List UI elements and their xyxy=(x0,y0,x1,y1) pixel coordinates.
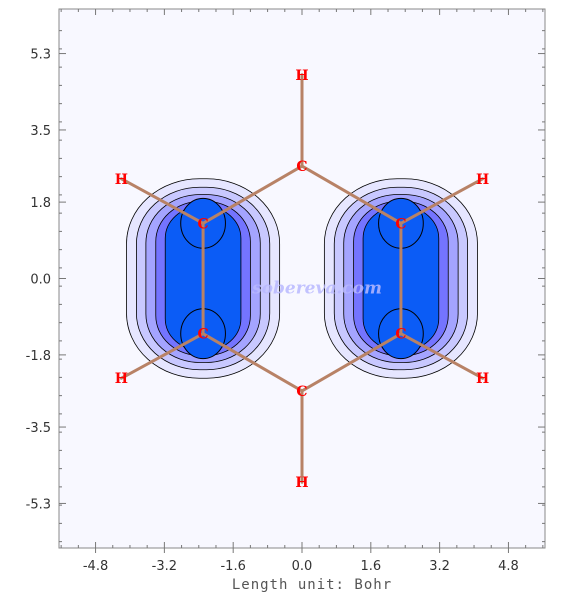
x-axis-label: Length unit: Bohr xyxy=(232,577,392,593)
atom-label-c: C xyxy=(198,327,209,343)
bond-6 xyxy=(300,164,403,225)
atom-label-c: C xyxy=(395,327,406,343)
x-tick-label: 4.8 xyxy=(498,559,519,574)
y-axis: 5.3 3.5 1.8 0.0 -1.8 -3.5 -5.3 xyxy=(26,30,545,543)
x-axis: -4.8 -3.2 -1.6 0.0 1.6 3.2 4.8 xyxy=(60,9,544,574)
y-tick-label: -3.5 xyxy=(26,421,51,436)
x-tick-label: 1.6 xyxy=(360,559,381,574)
atom-label-h: H xyxy=(476,172,489,188)
atom-labels: C C C C C C H H H H H H xyxy=(115,68,490,491)
x-tick-label: -1.6 xyxy=(220,559,245,574)
atom-label-h: H xyxy=(115,371,128,387)
y-tick-label: 5.3 xyxy=(30,48,51,63)
atom-label-h: H xyxy=(295,475,308,491)
atom-label-c: C xyxy=(395,216,406,232)
bond-12 xyxy=(399,332,485,380)
y-tick-label: -5.3 xyxy=(26,497,51,512)
atom-label-c: C xyxy=(198,216,209,232)
watermark-text: sobereva.com xyxy=(251,278,382,298)
x-tick-label: 3.2 xyxy=(429,559,450,574)
bond-11 xyxy=(119,332,205,380)
bond-3 xyxy=(201,332,304,393)
bond-9 xyxy=(119,177,205,225)
y-tick-label: 3.5 xyxy=(30,124,51,139)
atom-label-h: H xyxy=(476,371,489,387)
atom-label-h: H xyxy=(295,68,308,84)
atom-label-c: C xyxy=(296,159,307,175)
atom-label-c: C xyxy=(296,384,307,400)
bonds-layer xyxy=(119,73,485,484)
atom-label-h: H xyxy=(115,172,128,188)
y-tick-label: 0.0 xyxy=(30,273,51,288)
bond-10 xyxy=(399,177,485,225)
y-tick-label: 1.8 xyxy=(30,196,51,211)
bond-1 xyxy=(201,164,304,225)
x-tick-label: -4.8 xyxy=(83,559,108,574)
y-tick-label: -1.8 xyxy=(26,349,51,364)
x-tick-label: 0.0 xyxy=(292,559,313,574)
x-tick-label: -3.2 xyxy=(152,559,177,574)
bond-4 xyxy=(300,332,403,393)
